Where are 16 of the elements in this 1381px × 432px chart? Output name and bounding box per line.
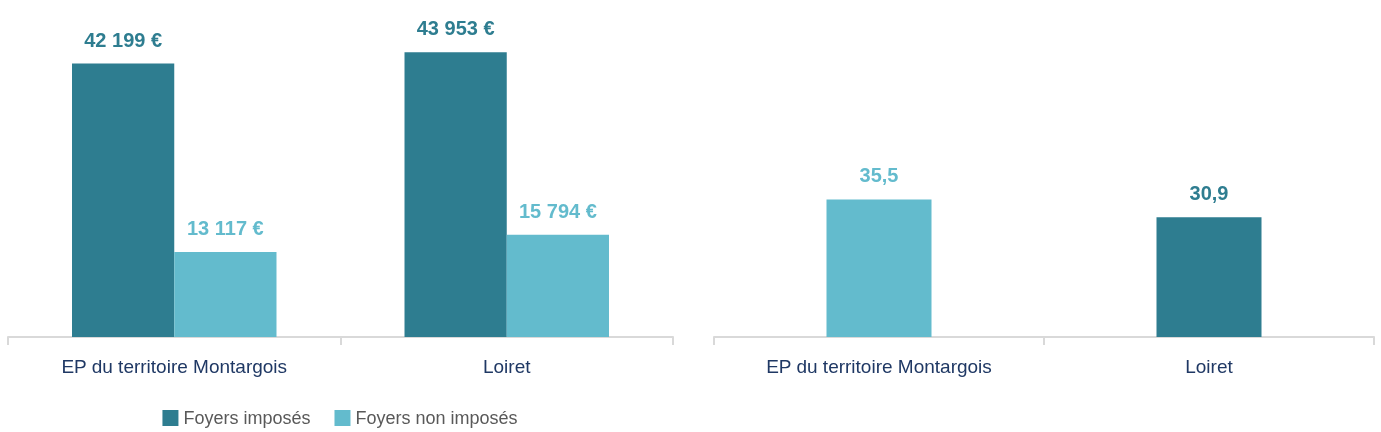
bar — [404, 52, 507, 337]
data-label: 15 794 € — [518, 199, 597, 222]
bar — [72, 63, 175, 337]
data-label: 30,9 — [1189, 182, 1229, 205]
x-tick-label: Loiret — [482, 356, 532, 377]
data-label: 42 199 € — [84, 28, 163, 51]
legend-label: Foyers imposés — [183, 408, 311, 428]
x-tick-label: EP du territoire Montargois — [766, 356, 992, 377]
data-label: 13 117 € — [187, 216, 264, 239]
x-tick-label: EP du territoire Montargois — [61, 356, 288, 377]
legend-label: Foyers non imposés — [355, 408, 518, 428]
data-label: 43 953 € — [416, 17, 495, 40]
bar — [174, 251, 277, 337]
data-label: 35,5 — [859, 164, 899, 187]
bar — [506, 234, 609, 337]
x-tick-label: Loiret — [1185, 356, 1234, 377]
